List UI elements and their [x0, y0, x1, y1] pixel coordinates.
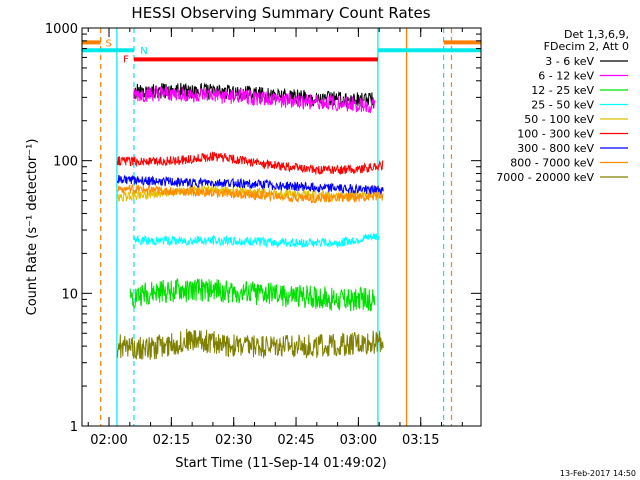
y-tick-label-1: 1	[70, 420, 78, 435]
x-tick-label-02-00: 02:00	[90, 433, 127, 448]
series-line-7000-20000-kev	[116, 328, 384, 360]
legend-label-25-50-kev: 25 - 50 keV	[531, 99, 594, 112]
date-stamp: 13-Feb-2017 14:50	[560, 469, 636, 478]
y-tick-label-10: 10	[61, 287, 78, 302]
x-tick-label-02-45: 02:45	[277, 433, 314, 448]
legend-label-6-12-kev: 6 - 12 keV	[538, 70, 594, 83]
series-line-6-12-kev	[133, 85, 376, 114]
series-line-800-7000-kev	[116, 183, 384, 204]
legend-header-detectors: Det 1,3,6,9,	[564, 28, 629, 41]
legend-label-7000-20000-kev: 7000 - 20000 keV	[496, 171, 594, 184]
y-axis-label: Count Rate (s⁻¹ detector⁻¹)	[25, 139, 40, 316]
chart-title: HESSI Observing Summary Count Rates	[131, 4, 430, 22]
series-line-25-50-kev	[133, 232, 380, 249]
axes-ticks: 02:00 02:15 02:30 02:45 03:00 03:15 1 10 100 1000	[45, 22, 481, 448]
series-line-100-300-kev	[116, 151, 384, 176]
legend: Det 1,3,6,9, FDecim 2, Att 0 3 - 6 keV 6 …	[496, 28, 629, 184]
flag-label-f: F	[123, 54, 129, 65]
legend-label-300-800-kev: 300 - 800 keV	[517, 142, 594, 155]
vertical-markers	[100, 28, 453, 426]
legend-label-800-7000-kev: 800 - 7000 keV	[510, 157, 594, 170]
series-line-12-25-kev	[129, 277, 376, 312]
legend-label-3-6-kev: 3 - 6 keV	[545, 55, 594, 68]
x-tick-label-03-00: 03:00	[340, 433, 377, 448]
x-tick-label-02-30: 02:30	[215, 433, 252, 448]
legend-label-50-100-kev: 50 - 100 keV	[524, 113, 594, 126]
y-tick-label-100: 100	[53, 155, 78, 170]
series-lines	[116, 82, 384, 360]
y-tick-label-1000: 1000	[45, 22, 78, 37]
legend-header-decimation: FDecim 2, Att 0	[544, 40, 629, 53]
x-tick-label-03-15: 03:15	[402, 433, 439, 448]
flag-bars: S NF	[82, 38, 481, 65]
series-line-300-800-kev	[116, 174, 384, 196]
flag-label-s: S	[106, 38, 112, 49]
plot-frame	[81, 27, 482, 427]
x-axis-label: Start Time (11-Sep-14 01:49:02)	[175, 456, 386, 471]
legend-label-100-300-kev: 100 - 300 keV	[517, 128, 594, 141]
legend-label-12-25-kev: 12 - 25 keV	[531, 84, 594, 97]
flag-label-n: N	[140, 46, 147, 57]
x-tick-label-02-15: 02:15	[153, 433, 190, 448]
